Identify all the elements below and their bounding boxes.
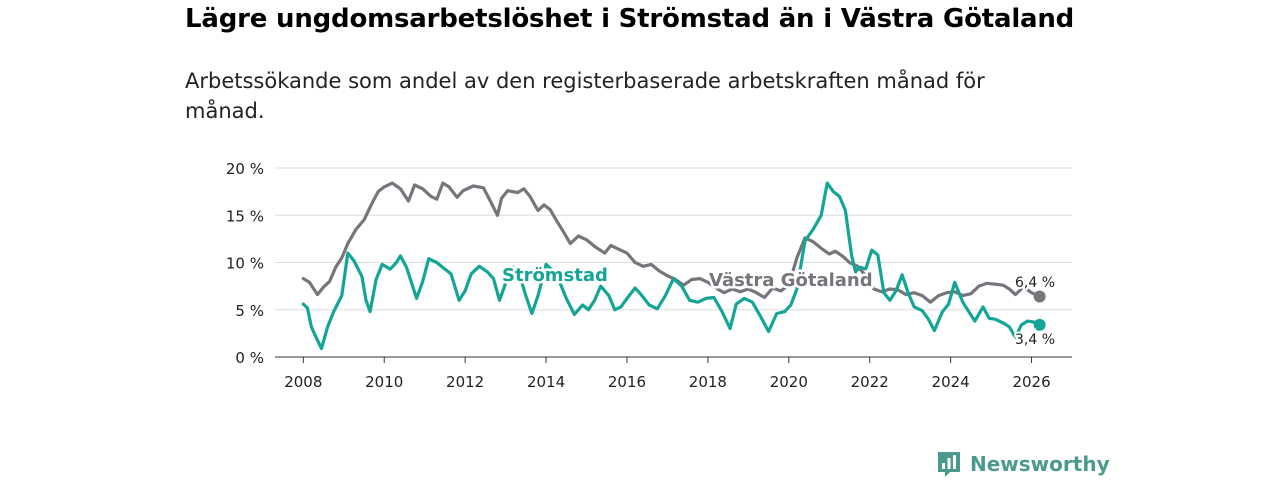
series-label-stromstad: Strömstad — [502, 265, 608, 286]
series-line-stromstad — [301, 181, 1042, 351]
chart-subtitle: Arbetssökande som andel av den registerb… — [185, 69, 985, 123]
brand-logo: Newsworthy — [936, 448, 1110, 480]
x-tick-label: 2014 — [527, 373, 565, 391]
chart-title: Lägre ungdomsarbetslöshet i Strömstad än… — [185, 4, 1075, 34]
x-tick-label: 2010 — [365, 373, 403, 391]
x-tick-label: 2016 — [608, 373, 646, 391]
brand-name: Newsworthy — [970, 452, 1110, 476]
x-tick-label: 2022 — [851, 373, 889, 391]
end-point-stromstad — [1033, 318, 1046, 331]
y-tick-label: 20 % — [226, 160, 264, 178]
x-axis: 2008 2010 2012 2014 2016 2018 2020 2022 2024 2026 — [284, 357, 1051, 391]
end-label-stromstad: 3,4 % — [1015, 332, 1055, 348]
x-tick-label: 2012 — [446, 373, 484, 391]
y-axis: 0 % 5 % 10 % 15 % 20 % — [226, 160, 264, 367]
bar-chart-icon — [938, 452, 960, 477]
y-tick-label: 10 % — [226, 255, 264, 273]
x-tick-label: 2008 — [284, 373, 322, 391]
series-lines — [301, 181, 1046, 351]
x-tick-label: 2018 — [689, 373, 727, 391]
end-label-vastra-gotaland: 6,4 % — [1015, 275, 1055, 291]
x-tick-label: 2026 — [1012, 373, 1050, 391]
y-tick-label: 5 % — [235, 302, 264, 320]
series-line-vastra-gotaland — [301, 181, 1042, 304]
grid — [275, 167, 1072, 358]
y-tick-label: 0 % — [235, 349, 264, 367]
line-chart: 0 %5 %10 %15 %20 % 2008 2010 2012 2014 2016 2… — [226, 160, 1072, 391]
series-label-vastra-gotaland: Västra Götaland — [709, 270, 873, 291]
x-tick-label: 2020 — [770, 373, 808, 391]
end-point-vastra-gotaland — [1033, 290, 1046, 303]
x-tick-label: 2024 — [932, 373, 970, 391]
series-labels: Strömstad Västra Götaland 6,4 % 3,4 % — [500, 263, 1058, 351]
y-tick-label: 15 % — [226, 207, 264, 225]
